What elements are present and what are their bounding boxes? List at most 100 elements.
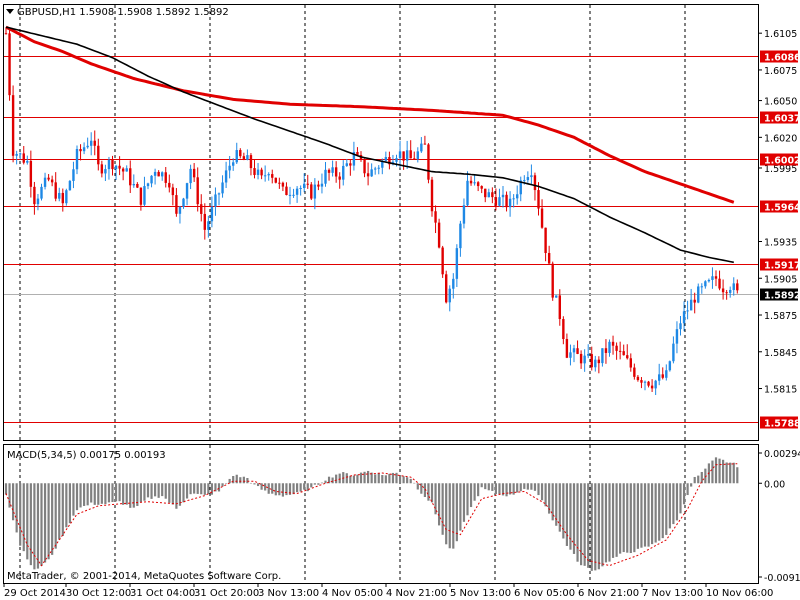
candle-body-173 (618, 350, 622, 352)
candle-body-25 (93, 140, 96, 146)
macd-bar-201 (718, 458, 721, 484)
moving-average-slow (5, 25, 735, 204)
macd-bar-57 (207, 483, 210, 494)
macd-bar-120 (430, 483, 434, 503)
price-tick-label-0: 1.6105 (764, 29, 797, 40)
macd-bar-184 (658, 483, 661, 541)
candle-body-101 (363, 159, 366, 174)
macd-bar-206 (736, 467, 739, 484)
macd-bar-168 (601, 483, 604, 567)
candle-body-105 (377, 167, 380, 169)
macd-bar-36 (132, 483, 135, 508)
macd-bar-179 (640, 483, 643, 548)
macd-bar-158 (565, 483, 568, 546)
candle-body-31 (114, 165, 118, 170)
macd-bar-107 (384, 475, 387, 484)
candle-body-169 (604, 348, 608, 353)
candle-body-186 (665, 370, 668, 378)
macd-bar-108 (388, 473, 391, 484)
macd-bar-170 (608, 483, 611, 562)
candle-body-206 (736, 283, 739, 291)
macd-bar-163 (583, 483, 586, 566)
macd-bar-137 (491, 483, 494, 491)
time-label-8: 6 Nov 05:00 (514, 588, 575, 599)
candle-body-19 (72, 169, 75, 181)
price-tick-label-3: 1.6020 (764, 133, 797, 144)
candle-body-73 (263, 175, 267, 177)
candle-body-4 (19, 153, 22, 155)
candle-body-92 (331, 167, 334, 173)
macd-bar-61 (221, 483, 224, 487)
macd-bar-123 (441, 483, 444, 535)
symbol-dropdown-icon[interactable] (6, 9, 14, 14)
candle-body-5 (22, 153, 25, 163)
candle-body-119 (427, 144, 430, 180)
macd-bar-187 (668, 483, 671, 529)
level-label-bg-4 (760, 258, 798, 271)
macd-bar-0 (4, 483, 8, 495)
candle-body-197 (704, 281, 707, 287)
candle-body-168 (601, 348, 604, 364)
macd-bar-91 (327, 476, 331, 484)
candle-body-54 (196, 177, 199, 205)
candle-body-150 (537, 190, 540, 209)
macd-bar-186 (665, 483, 668, 535)
candle-body-27 (100, 164, 104, 174)
candle-body-67 (242, 156, 246, 160)
candle-body-110 (395, 158, 398, 162)
time-label-9: 6 Nov 21:00 (578, 588, 639, 599)
candle-body-50 (182, 198, 185, 207)
macd-bar-114 (409, 478, 412, 484)
macd-bar-142 (509, 483, 512, 495)
candle-body-41 (150, 175, 153, 184)
candle-body-175 (626, 355, 629, 359)
macd-bar-109 (391, 472, 395, 484)
candle-body-181 (647, 381, 650, 386)
macd-bar-194 (693, 476, 696, 484)
macd-bar-164 (587, 483, 590, 568)
macd-bar-203 (725, 462, 728, 484)
macd-bar-193 (690, 483, 693, 487)
macd-bar-139 (498, 483, 501, 494)
candle-body-87 (313, 184, 317, 199)
candle-body-128 (459, 223, 462, 249)
macd-bar-26 (97, 483, 100, 505)
candle-body-30 (111, 159, 114, 170)
candle-body-89 (320, 183, 324, 187)
macd-signal-line (5, 463, 738, 567)
macd-bar-86 (310, 483, 313, 488)
macd-bar-18 (68, 483, 71, 524)
candle-body-91 (327, 169, 331, 173)
macd-bar-150 (537, 483, 540, 496)
candle-body-135 (484, 188, 487, 198)
symbol-caption: GBPUSD,H1 1.5908 1.5908 1.5892 1.5892 (17, 7, 229, 18)
macd-bar-172 (615, 483, 618, 557)
candle-body-65 (235, 150, 238, 163)
macd-bar-55 (200, 483, 203, 495)
macd-bar-181 (647, 483, 650, 547)
macd-bar-169 (604, 483, 608, 563)
time-label-0: 29 Oct 2014 (4, 588, 66, 599)
macd-bar-132 (473, 483, 476, 501)
candle-body-112 (402, 151, 405, 161)
macd-bar-145 (519, 483, 522, 492)
macd-bar-5 (22, 483, 25, 552)
macd-bar-101 (363, 471, 366, 484)
candle-body-42 (153, 171, 157, 176)
candle-body-156 (558, 295, 561, 320)
candle-body-18 (68, 180, 72, 191)
candle-body-98 (352, 151, 356, 166)
macd-bar-81 (292, 483, 295, 495)
macd-signal-line-path (5, 463, 738, 567)
price-tick-label-5: 1.5935 (764, 237, 797, 248)
macd-bar-98 (352, 475, 355, 484)
macd-bar-176 (629, 483, 632, 554)
macd-bar-166 (594, 483, 597, 571)
candle-body-203 (725, 292, 728, 294)
candle-body-205 (732, 283, 735, 290)
candle-body-102 (366, 173, 370, 177)
macd-bar-33 (122, 483, 125, 505)
candle-body-106 (381, 160, 384, 168)
macd-bar-24 (90, 483, 93, 503)
